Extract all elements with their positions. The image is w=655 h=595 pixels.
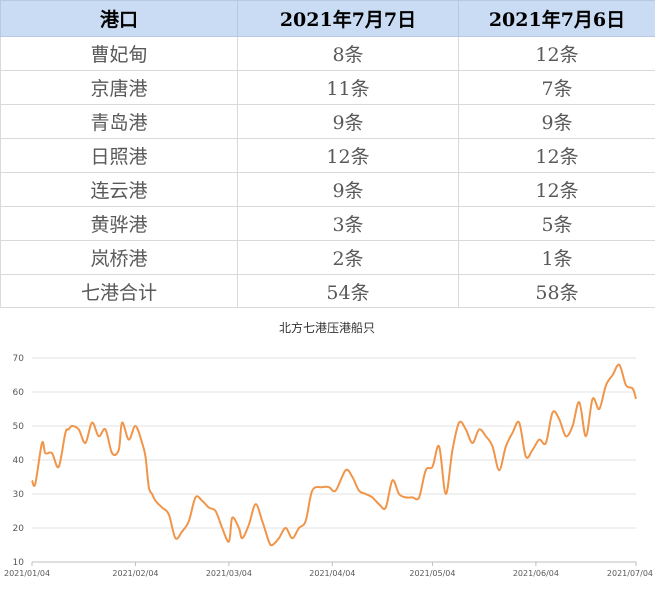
count-0707: 11条 [237,70,459,105]
y-tick-label: 40 [13,456,25,466]
table-row: 岚桥港 2条 1条 [0,240,655,275]
y-tick-label: 50 [13,422,25,432]
count-0706: 58条 [458,274,655,309]
y-tick-label: 60 [13,388,25,398]
port-name: 岚桥港 [0,240,238,275]
count-0706: 7条 [458,70,655,105]
table-row: 曹妃甸 8条 12条 [0,36,655,71]
y-tick-label: 10 [13,558,25,568]
port-name: 京唐港 [0,70,238,105]
count-0706: 5条 [458,206,655,241]
count-0706: 12条 [458,172,655,207]
table-row: 日照港 12条 12条 [0,138,655,173]
port-name: 连云港 [0,172,238,207]
port-name: 日照港 [0,138,238,173]
x-tick-label: 2021/01/04 [4,569,50,578]
table-row-total: 七港合计 54条 58条 [0,274,655,309]
series-line [31,363,637,547]
count-0706: 12条 [458,138,655,173]
count-0707: 9条 [237,104,459,139]
port-name: 七港合计 [0,274,238,309]
line-chart: 北方七港压港船只 10 20 30 40 50 60 70 2021/01/04 2021/0… [0,307,655,595]
count-0707: 8条 [237,36,459,71]
header-date-0706: 2021年7月6日 [458,0,655,37]
table-header-row: 港口 2021年7月7日 2021年7月6日 [0,0,655,37]
x-tick-label: 2021/03/04 [206,569,252,578]
table-row: 连云港 9条 12条 [0,172,655,207]
port-table: 港口 2021年7月7日 2021年7月6日 曹妃甸 8条 12条 京唐港 11… [0,0,655,309]
port-name: 曹妃甸 [0,36,238,71]
table-row: 黄骅港 3条 5条 [0,206,655,241]
count-0707: 12条 [237,138,459,173]
y-tick-label: 20 [13,524,25,534]
x-axis-ticks: 2021/01/04 2021/02/04 2021/03/04 2021/04/04… [4,562,653,578]
x-tick-label: 2021/05/04 [409,569,455,578]
x-tick-label: 2021/07/04 [607,569,653,578]
gridlines [32,357,636,563]
count-0706: 12条 [458,36,655,71]
count-0707: 9条 [237,172,459,207]
x-tick-label: 2021/06/04 [513,569,559,578]
table-row: 京唐港 11条 7条 [0,70,655,105]
y-axis-ticks: 10 20 30 40 50 60 70 [13,354,25,568]
y-tick-label: 70 [13,354,25,364]
y-tick-label: 30 [13,490,25,500]
count-0707: 2条 [237,240,459,275]
x-tick-label: 2021/04/04 [309,569,355,578]
port-name: 黄骅港 [0,206,238,241]
header-port: 港口 [0,0,238,37]
port-name: 青岛港 [0,104,238,139]
x-tick-label: 2021/02/04 [112,569,158,578]
count-0707: 54条 [237,274,459,309]
table-row: 青岛港 9条 9条 [0,104,655,139]
header-date-0707: 2021年7月7日 [237,0,459,37]
count-0706: 9条 [458,104,655,139]
count-0706: 1条 [458,240,655,275]
chart-title: 北方七港压港船只 [279,320,375,335]
count-0707: 3条 [237,206,459,241]
